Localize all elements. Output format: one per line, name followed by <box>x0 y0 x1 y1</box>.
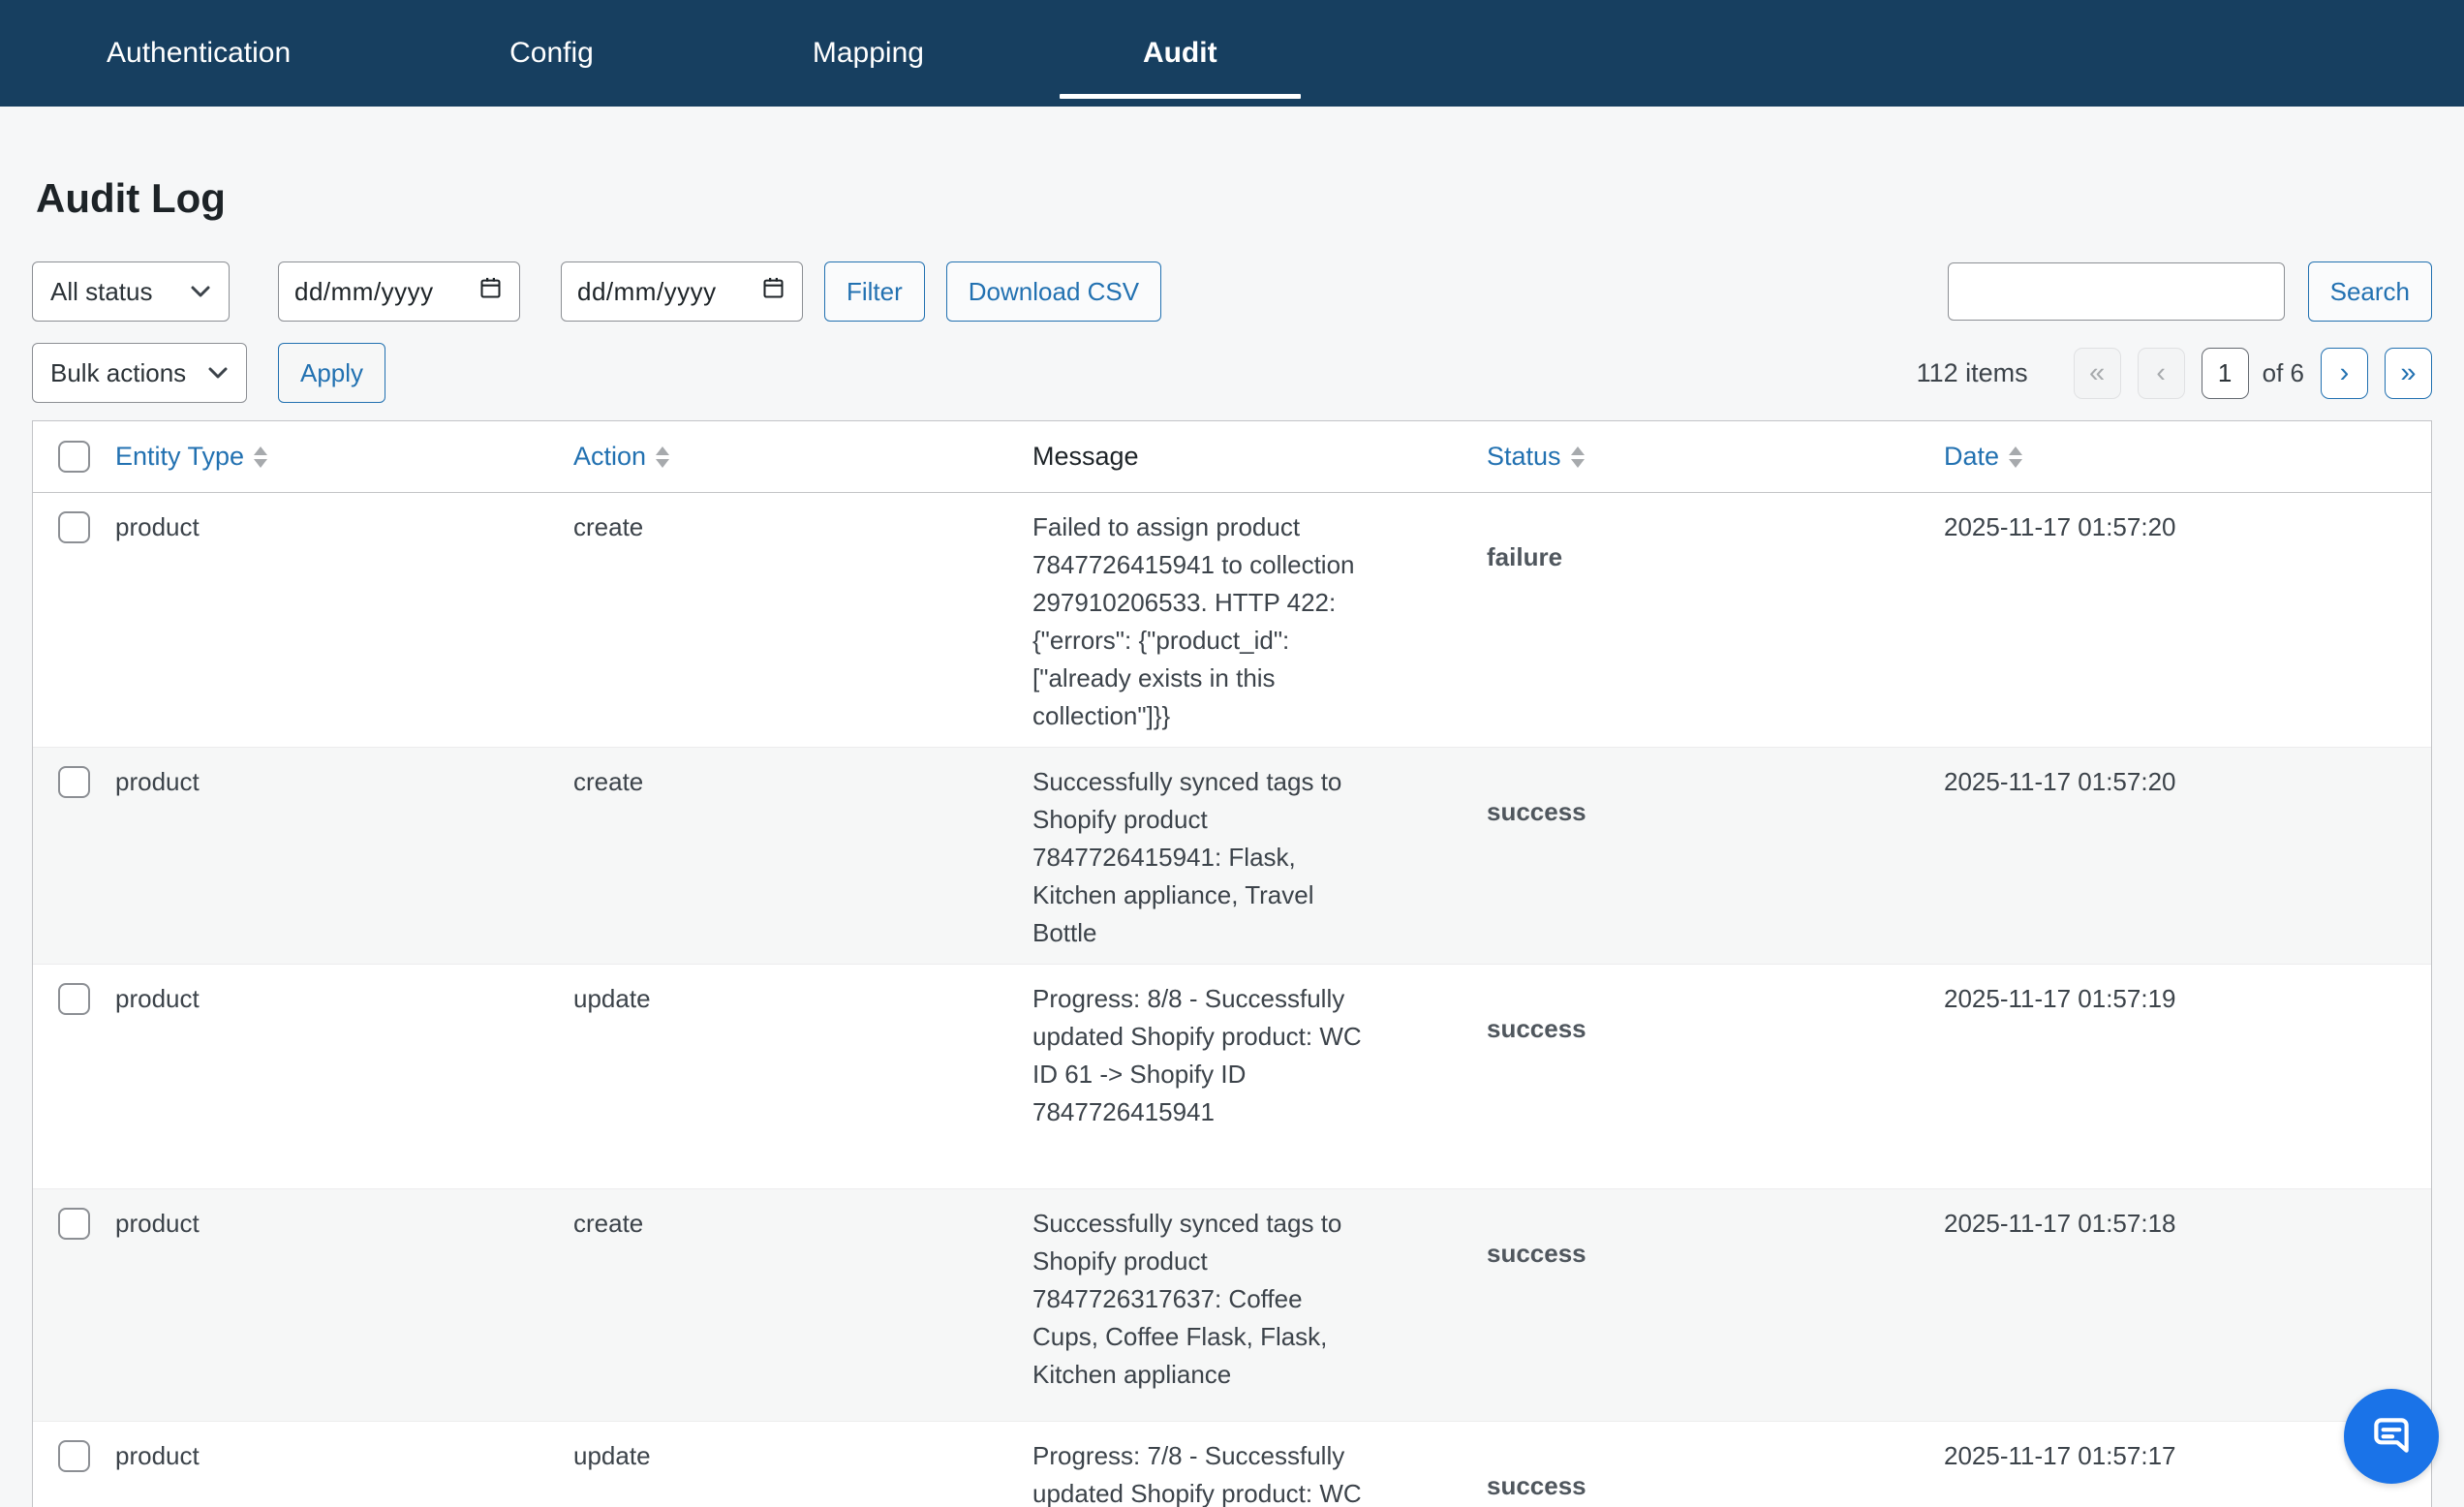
sort-status-header[interactable]: Status <box>1487 442 1944 472</box>
header-label: Entity Type <box>115 442 245 471</box>
row-checkbox[interactable] <box>58 511 90 543</box>
chat-widget-button[interactable] <box>2344 1389 2439 1484</box>
last-page-button[interactable]: » <box>2385 347 2432 399</box>
sort-date-header[interactable]: Date <box>1944 442 2431 472</box>
entity-type-cell: product <box>115 984 200 1013</box>
status-filter-value: All status <box>50 276 153 306</box>
date-cell: 2025-11-17 01:57:18 <box>1944 1209 2176 1238</box>
table-row: product create Successfully synced tags … <box>33 1189 2431 1422</box>
header-checkbox-cell <box>33 441 115 473</box>
tab-audit[interactable]: Audit <box>1056 0 1305 107</box>
audit-log-page: Audit Log All status dd/mm/yyyy dd/mm/yy… <box>0 174 2464 1507</box>
message-cell: Progress: 7/8 - Successfully updated Sho… <box>1032 1441 1362 1507</box>
sort-arrows-icon <box>254 446 268 468</box>
message-cell: Failed to assign product 7847726415941 t… <box>1032 512 1355 730</box>
tab-authentication[interactable]: Authentication <box>19 0 378 107</box>
action-cell: create <box>573 1209 644 1238</box>
sort-action-header[interactable]: Action <box>573 442 1032 472</box>
top-navbar: Authentication Config Mapping Audit <box>0 0 2464 107</box>
items-count: 112 items <box>1916 357 2028 387</box>
tab-label: Audit <box>1142 37 1217 69</box>
status-cell: success <box>1487 797 1586 826</box>
entity-type-cell: product <box>115 1441 200 1470</box>
action-cell: update <box>573 984 651 1013</box>
status-cell: success <box>1487 1239 1586 1268</box>
header-label: Date <box>1944 442 2000 471</box>
filter-toolbar: All status dd/mm/yyyy dd/mm/yyyy <box>32 261 2432 322</box>
table-row: product create Failed to assign product … <box>33 493 2431 748</box>
table-row: product update Progress: 8/8 - Successfu… <box>33 965 2431 1189</box>
action-cell: create <box>573 512 644 541</box>
entity-type-cell: product <box>115 512 200 541</box>
total-pages-label: of 6 <box>2262 357 2304 387</box>
select-all-checkbox[interactable] <box>58 441 90 473</box>
first-page-button[interactable]: « <box>2073 347 2121 399</box>
row-checkbox[interactable] <box>58 766 90 798</box>
calendar-icon <box>760 275 786 308</box>
date-from-input[interactable]: dd/mm/yyyy <box>278 261 520 322</box>
table-row: product update Progress: 7/8 - Successfu… <box>33 1422 2431 1507</box>
status-filter-select[interactable]: All status <box>32 261 230 322</box>
header-label: Status <box>1487 442 1561 471</box>
action-cell: update <box>573 1441 651 1470</box>
message-header: Message <box>1032 442 1139 471</box>
date-cell: 2025-11-17 01:57:20 <box>1944 767 2176 796</box>
next-page-button[interactable]: › <box>2321 347 2368 399</box>
sort-arrows-icon <box>2009 446 2023 468</box>
tab-label: Config <box>509 37 594 69</box>
current-page-input[interactable] <box>2201 347 2249 399</box>
table-row: product create Successfully synced tags … <box>33 748 2431 965</box>
date-cell: 2025-11-17 01:57:17 <box>1944 1441 2176 1470</box>
row-checkbox[interactable] <box>58 1208 90 1240</box>
tab-mapping[interactable]: Mapping <box>725 0 1011 107</box>
sort-arrows-icon <box>1570 446 1585 468</box>
tab-label: Mapping <box>812 37 924 69</box>
bulk-actions-value: Bulk actions <box>50 357 187 387</box>
status-cell: success <box>1487 1014 1586 1043</box>
entity-type-cell: product <box>115 1209 200 1238</box>
filter-button[interactable]: Filter <box>824 261 925 322</box>
audit-log-table: Entity Type Action Message Status D <box>32 420 2432 1507</box>
header-label: Action <box>573 442 647 471</box>
date-to-placeholder: dd/mm/yyyy <box>577 276 717 306</box>
search-button[interactable]: Search <box>2307 261 2432 322</box>
apply-button[interactable]: Apply <box>278 343 386 403</box>
date-cell: 2025-11-17 01:57:19 <box>1944 984 2176 1013</box>
sort-entity-type-header[interactable]: Entity Type <box>115 442 573 472</box>
row-checkbox[interactable] <box>58 983 90 1015</box>
status-cell: success <box>1487 1471 1586 1500</box>
calendar-icon <box>477 275 504 308</box>
page-title: Audit Log <box>36 175 226 221</box>
download-csv-button[interactable]: Download CSV <box>945 261 1162 322</box>
bulk-actions-select[interactable]: Bulk actions <box>32 343 247 403</box>
table-header-row: Entity Type Action Message Status D <box>33 421 2431 493</box>
date-to-input[interactable]: dd/mm/yyyy <box>561 261 803 322</box>
pagination: 112 items « ‹ of 6 › » <box>1916 347 2432 399</box>
entity-type-cell: product <box>115 767 200 796</box>
date-cell: 2025-11-17 01:57:20 <box>1944 512 2176 541</box>
previous-page-button[interactable]: ‹ <box>2137 347 2185 399</box>
chevron-down-icon <box>207 366 229 380</box>
tab-label: Authentication <box>107 37 292 69</box>
message-cell: Successfully synced tags to Shopify prod… <box>1032 1209 1342 1389</box>
message-cell: Successfully synced tags to Shopify prod… <box>1032 767 1342 947</box>
search-input[interactable] <box>1947 262 2285 321</box>
chevron-down-icon <box>190 285 211 298</box>
message-cell: Progress: 8/8 - Successfully updated Sho… <box>1032 984 1362 1126</box>
tab-config[interactable]: Config <box>422 0 681 107</box>
row-checkbox[interactable] <box>58 1440 90 1472</box>
bulk-pagination-toolbar: Bulk actions Apply 112 items « ‹ of 6 › … <box>32 343 2432 403</box>
chat-bubble-icon <box>2367 1411 2416 1462</box>
action-cell: create <box>573 767 644 796</box>
sort-arrows-icon <box>656 446 670 468</box>
date-from-placeholder: dd/mm/yyyy <box>294 276 434 306</box>
status-cell: failure <box>1487 542 1563 571</box>
